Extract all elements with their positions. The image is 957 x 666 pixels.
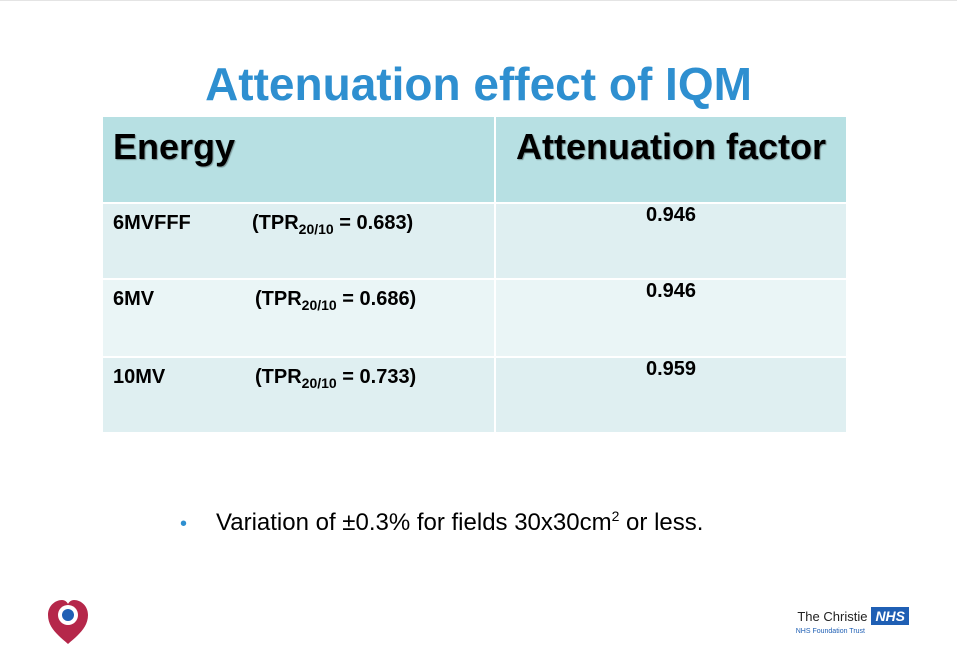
tpr-value: = 0.683) xyxy=(333,212,414,234)
table-row: 6MV (TPR20/10 = 0.686) 0.946 xyxy=(101,278,848,358)
tpr-label: (TPR20/10 = 0.683) xyxy=(252,212,413,237)
attenuation-table: Energy Attenuation factor 6MVFFF (TPR20/… xyxy=(101,115,848,434)
tpr-prefix: (TPR xyxy=(255,288,302,310)
org-name: The Christie xyxy=(797,609,868,624)
tpr-prefix: (TPR xyxy=(252,212,299,234)
factor-cell: 0.959 xyxy=(494,356,848,434)
factor-cell: 0.946 xyxy=(494,278,848,358)
org-subtitle: NHS Foundation Trust xyxy=(795,628,865,635)
tpr-prefix: (TPR xyxy=(255,366,302,388)
energy-cell: 6MVFFF (TPR20/10 = 0.683) xyxy=(101,202,496,280)
bullet-text-end: or less. xyxy=(619,509,704,536)
tpr-label: (TPR20/10 = 0.686) xyxy=(255,288,416,313)
heart-logo-icon xyxy=(48,600,88,644)
factor-cell: 0.946 xyxy=(494,202,848,280)
energy-cell: 10MV (TPR20/10 = 0.733) xyxy=(101,356,496,434)
energy-name: 6MV xyxy=(113,288,155,310)
table-row: 10MV (TPR20/10 = 0.733) 0.959 xyxy=(101,356,848,434)
energy-name: 6MVFFF xyxy=(113,212,191,234)
energy-name: 10MV xyxy=(113,366,166,388)
tpr-value: = 0.686) xyxy=(336,288,417,310)
header-attenuation-factor: Attenuation factor xyxy=(494,115,848,204)
header-energy: Energy xyxy=(101,115,496,204)
variation-bullet: • Variation of ±0.3% for fields 30x30cm2 … xyxy=(180,508,703,537)
energy-cell: 6MV (TPR20/10 = 0.686) xyxy=(101,278,496,358)
top-divider xyxy=(0,0,957,1)
bullet-superscript: 2 xyxy=(611,508,620,524)
tpr-value: = 0.733) xyxy=(336,366,417,388)
nhs-badge: NHS xyxy=(871,607,909,625)
table-header-row: Energy Attenuation factor xyxy=(101,115,848,204)
table-row: 6MVFFF (TPR20/10 = 0.683) 0.946 xyxy=(101,202,848,280)
tpr-subscript: 20/10 xyxy=(301,375,337,391)
bullet-text: Variation of ±0.3% for fields 30x30cm xyxy=(216,509,612,536)
tpr-subscript: 20/10 xyxy=(298,221,334,237)
organisation-logo: The Christie NHS NHS Foundation Trust xyxy=(796,607,909,635)
slide-title: Attenuation effect of IQM xyxy=(205,58,752,110)
tpr-label: (TPR20/10 = 0.733) xyxy=(255,366,416,391)
tpr-subscript: 20/10 xyxy=(301,297,337,313)
bullet-marker: • xyxy=(180,513,188,535)
